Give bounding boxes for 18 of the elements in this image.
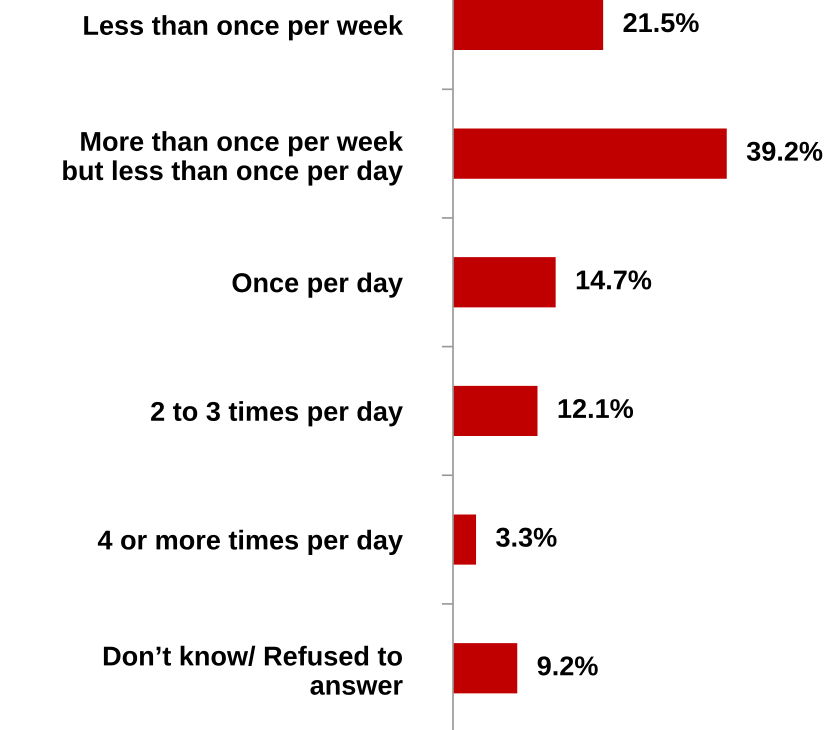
bar — [453, 643, 518, 694]
data-label: 12.1% — [558, 399, 634, 418]
data-label: 21.5% — [624, 13, 699, 32]
y-tick-label: 4 or more times per day — [98, 530, 403, 556]
bar — [453, 514, 476, 565]
y-tick-label: Don’t know/ Refused to answer — [104, 646, 403, 695]
y-tick-label: 2 to 3 times per day — [151, 401, 403, 426]
bar — [453, 257, 556, 308]
y-tick-label: More than once per week but less than once per day — [63, 131, 404, 186]
bar — [453, 386, 538, 436]
y-tick-label: Once per day — [232, 272, 403, 298]
data-label: 39.2% — [746, 142, 822, 161]
data-label: 3.3% — [496, 528, 557, 547]
bar — [453, 128, 727, 179]
data-label: 9.2% — [538, 656, 598, 676]
data-label: 14.7% — [576, 270, 652, 290]
bar — [453, 0, 604, 50]
y-tick-label: Less than once per week — [84, 15, 404, 40]
